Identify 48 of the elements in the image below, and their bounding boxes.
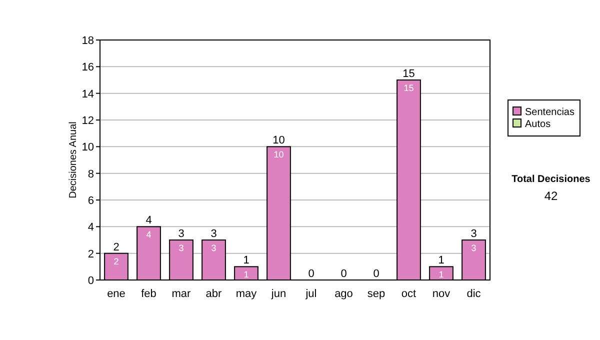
- y-tick-label: 2: [88, 248, 94, 260]
- x-tick-label: mar: [172, 288, 192, 300]
- y-tick-label: 10: [82, 142, 94, 154]
- data-label: 3: [211, 243, 216, 253]
- x-tick-label: dic: [466, 288, 482, 300]
- x-tick-label: may: [236, 288, 258, 300]
- data-label: 1: [438, 270, 444, 280]
- total-label: 0: [373, 268, 380, 280]
- text: Total Decisiones: [512, 174, 591, 185]
- x-tick-label: ene: [107, 288, 126, 300]
- total-label: 10: [272, 134, 285, 147]
- y-axis-title: Decisiones Anual: [68, 122, 79, 198]
- x-tick-label: jun: [270, 288, 286, 300]
- x-tick-label: abr: [206, 288, 222, 300]
- data-label: 4: [146, 230, 152, 240]
- data-label: 1: [244, 270, 249, 280]
- y-tick-label: 6: [88, 195, 94, 207]
- total-label: 1: [243, 254, 250, 267]
- total-label: 3: [210, 228, 217, 240]
- total-label: 4: [146, 214, 152, 227]
- data-label: 3: [471, 243, 476, 253]
- total-label: 15: [402, 68, 415, 80]
- x-tick-label: oct: [401, 288, 416, 300]
- y-tick-label: 14: [82, 88, 94, 100]
- x-tick-label: nov: [432, 288, 451, 300]
- y-tick-label: 12: [82, 115, 94, 127]
- data-label: 10: [274, 150, 284, 160]
- text: 42: [544, 189, 558, 203]
- total-label: 0: [308, 268, 314, 280]
- y-tick-label: 0: [88, 275, 94, 287]
- y-tick-label: 18: [82, 35, 94, 47]
- x-tick-label: jul: [304, 288, 317, 300]
- total-label: 3: [178, 228, 184, 240]
- y-tick-label: 8: [88, 168, 94, 180]
- x-tick-label: sep: [367, 288, 386, 300]
- total-label: 1: [438, 254, 444, 267]
- x-tick-label: ago: [334, 288, 353, 300]
- data-label: 2: [114, 256, 119, 266]
- y-tick-label: 16: [82, 62, 94, 74]
- legend-label: Sentencias: [525, 107, 574, 118]
- y-tick-label: 4: [88, 222, 94, 234]
- data-label: 15: [404, 83, 414, 93]
- data-label: 3: [178, 243, 184, 253]
- legend-label: Autos: [525, 119, 551, 130]
- total-label: 3: [470, 228, 477, 240]
- x-tick-label: feb: [141, 288, 156, 300]
- total-label: 2: [113, 241, 120, 254]
- total-label: 0: [340, 268, 347, 280]
